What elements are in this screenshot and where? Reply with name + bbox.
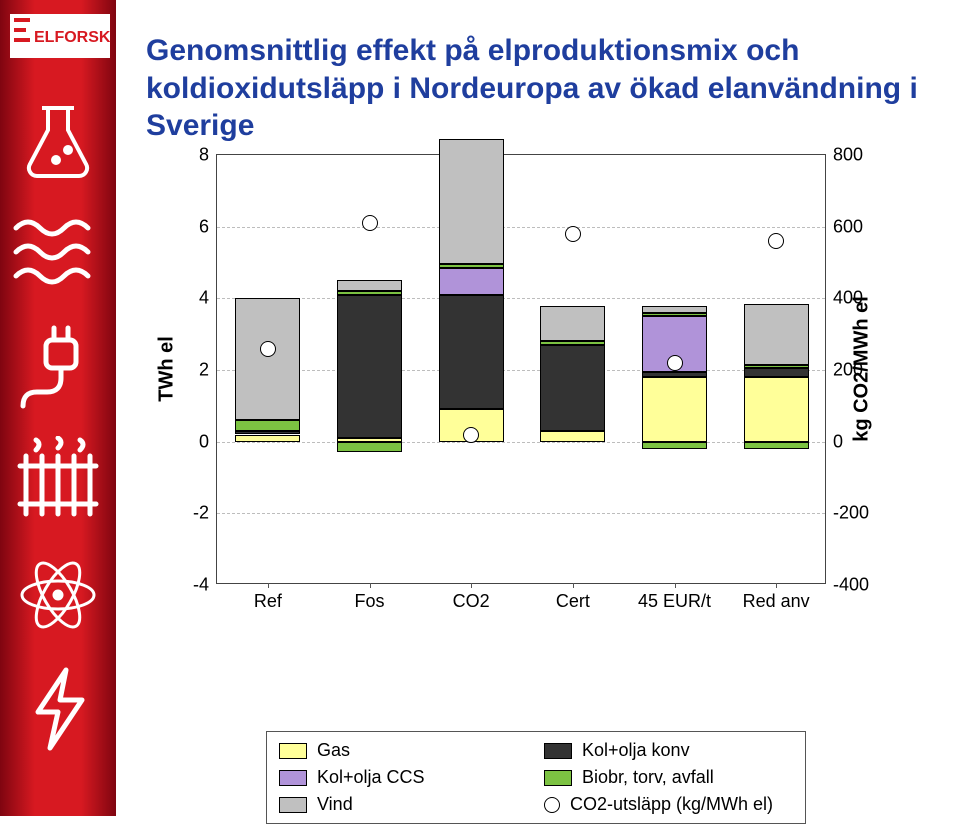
legend-label: Biobr, torv, avfall [582, 767, 714, 788]
legend-item-vind: Vind [279, 794, 528, 815]
y-right-tick-label: 0 [833, 431, 843, 452]
y-right-tick-label: 200 [833, 360, 863, 381]
y-right-tick-label: -400 [833, 575, 869, 596]
y-right-tick-label: 400 [833, 288, 863, 309]
bar-segment-biobr [235, 420, 300, 431]
legend-label: Gas [317, 740, 350, 761]
legend-item-kolkonv: Kol+olja konv [544, 740, 793, 761]
legend-swatch [544, 770, 572, 786]
y-left-tick-label: 0 [199, 431, 209, 452]
legend-item-biobr: Biobr, torv, avfall [544, 767, 793, 788]
atom-icon [8, 550, 108, 640]
legend-item-kolccs: Kol+olja CCS [279, 767, 528, 788]
legend-swatch [279, 770, 307, 786]
lab-icon [8, 94, 108, 184]
y-right-tick-label: 800 [833, 145, 863, 166]
sidebar-icon-stack [8, 70, 108, 754]
bar-segment-vind [439, 139, 504, 264]
brand-sidebar: ELFORSK [0, 0, 116, 816]
bolt-icon [8, 664, 108, 754]
chart-container: TWh el kg CO2/MWh el -4-202468-400-20002… [146, 134, 936, 654]
category [522, 155, 624, 583]
category [420, 155, 522, 583]
y-left-tick-label: 6 [199, 216, 209, 237]
x-tick [471, 583, 472, 588]
svg-text:ELFORSK: ELFORSK [34, 29, 111, 46]
bar-segment-vind [235, 298, 300, 420]
x-tick-label: CO2 [453, 591, 490, 612]
category [217, 155, 319, 583]
content-area: Genomsnittlig effekt på elproduktionsmix… [116, 0, 960, 816]
y-left-tick-label: -4 [193, 575, 209, 596]
waves-icon [8, 208, 108, 298]
y-right-tick-label: -200 [833, 503, 869, 524]
bar-segment-gas [642, 377, 707, 442]
x-tick [268, 583, 269, 588]
y-left-tick-label: 2 [199, 360, 209, 381]
plug-icon [8, 322, 108, 412]
legend-swatch [279, 797, 307, 813]
bar-segment-kol_konv [439, 295, 504, 410]
x-tick-label: Fos [354, 591, 384, 612]
x-tick-label: Ref [254, 591, 282, 612]
bar-segment-biobr [642, 313, 707, 317]
legend-label: Kol+olja konv [582, 740, 690, 761]
co2-marker [463, 427, 479, 443]
brand-logo: ELFORSK [6, 8, 110, 64]
legend: Gas Kol+olja konv Kol+olja CCS Biobr, to… [266, 731, 806, 824]
bar-segment-biobr [540, 341, 605, 345]
legend-label: CO2-utsläpp (kg/MWh el) [570, 794, 773, 815]
x-tick [675, 583, 676, 588]
bar-segment-biobr [439, 264, 504, 268]
bar-segment-biobr-neg [337, 442, 402, 453]
bar-segment-kol_konv [337, 295, 402, 438]
bar-segment-kol_ccs [439, 268, 504, 295]
radiator-icon [8, 436, 108, 526]
legend-marker-circle [544, 797, 560, 813]
x-tick-label: 45 EUR/t [638, 591, 711, 612]
bar-segment-kol_konv [744, 368, 809, 377]
bar-segment-vind [337, 280, 402, 291]
co2-marker [362, 215, 378, 231]
co2-marker [565, 226, 581, 242]
legend-label: Kol+olja CCS [317, 767, 425, 788]
x-tick [370, 583, 371, 588]
bar-segment-vind [642, 306, 707, 313]
co2-marker [260, 341, 276, 357]
y-left-tick-label: -2 [193, 503, 209, 524]
bar-segment-biobr-neg [642, 442, 707, 449]
co2-marker [667, 355, 683, 371]
legend-item-gas: Gas [279, 740, 528, 761]
legend-swatch [279, 743, 307, 759]
bar-segment-biobr [337, 291, 402, 295]
bar-segment-vind [540, 306, 605, 342]
y-left-axis-title: TWh el [156, 336, 179, 402]
plot-area: TWh el kg CO2/MWh el -4-202468-400-20002… [216, 154, 826, 584]
x-tick [776, 583, 777, 588]
co2-marker [768, 233, 784, 249]
bar-segment-gas [540, 431, 605, 442]
x-tick [573, 583, 574, 588]
page-title: Genomsnittlig effekt på elproduktionsmix… [146, 32, 950, 145]
y-right-tick-label: 600 [833, 216, 863, 237]
y-left-tick-label: 4 [199, 288, 209, 309]
y-left-tick-label: 8 [199, 145, 209, 166]
category [725, 155, 827, 583]
legend-swatch [544, 743, 572, 759]
bar-segment-gas [235, 435, 300, 442]
x-tick-label: Red anv [743, 591, 810, 612]
bar-segment-kol_konv [642, 372, 707, 377]
x-tick-label: Cert [556, 591, 590, 612]
bar-segment-biobr-neg [744, 442, 809, 449]
bar-segment-kol_konv [540, 345, 605, 431]
bar-segment-vind [744, 304, 809, 365]
bar-segment-gas [744, 377, 809, 442]
legend-item-co2: CO2-utsläpp (kg/MWh el) [544, 794, 793, 815]
legend-label: Vind [317, 794, 353, 815]
bar-segment-biobr [744, 365, 809, 369]
bar-segment-kol_konv [235, 431, 300, 435]
